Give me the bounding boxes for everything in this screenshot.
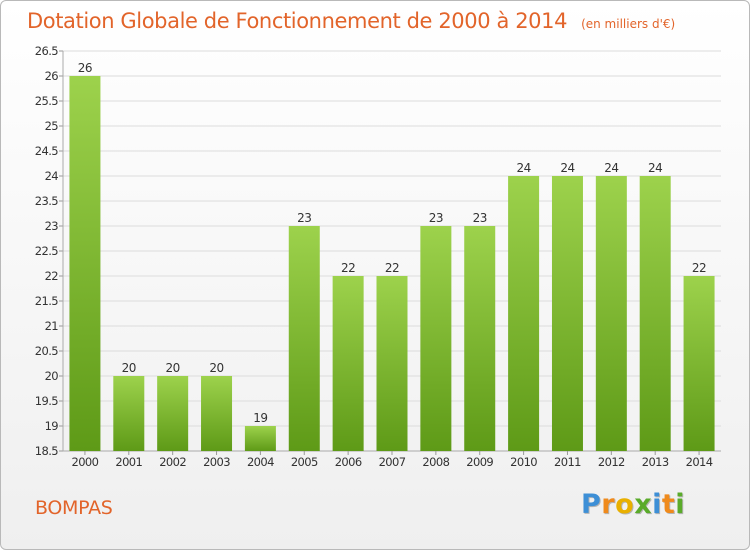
x-tick-label: 2005 [291, 455, 318, 469]
y-tick-label: 26 [45, 69, 59, 83]
bar-2014 [683, 276, 715, 451]
x-tick-label: 2010 [510, 455, 537, 469]
y-tick-label: 21 [45, 319, 59, 333]
logo-letter: o [615, 489, 635, 520]
chart-title: Dotation Globale de Fonctionnement de 20… [27, 9, 675, 33]
bar-2003 [201, 376, 233, 451]
y-tick-label: 26.5 [35, 44, 58, 58]
y-tick-label: 20.5 [35, 344, 58, 358]
data-label-2002: 20 [166, 361, 180, 375]
bar-2004 [244, 426, 276, 451]
title-unit: (en milliers d'€) [581, 17, 676, 31]
bar-2002 [157, 376, 189, 451]
bar-2000 [69, 76, 101, 451]
logo-letter: i [652, 489, 662, 520]
commune-name: BOMPAS [35, 497, 113, 519]
logo-letter: r [601, 489, 616, 520]
data-labels: 26 20 20 20 19 23 22 22 23 23 24 24 24 24 22 [78, 61, 707, 425]
x-tick-label: 2014 [686, 455, 713, 469]
y-tick-label: 20 [45, 369, 59, 383]
data-label-2011: 24 [560, 161, 574, 175]
y-tick-label: 19 [45, 419, 59, 433]
x-tick-label: 2006 [335, 455, 362, 469]
data-label-2010: 24 [516, 161, 530, 175]
y-tick-label: 23.5 [35, 194, 58, 208]
logo-letter: P [581, 489, 602, 520]
y-tick-label: 21.5 [35, 294, 58, 308]
y-tick-label: 24.5 [35, 144, 58, 158]
data-label-2007: 22 [385, 261, 399, 275]
bar-2011 [551, 176, 583, 451]
y-tick-label: 24 [45, 169, 59, 183]
title-main: Dotation Globale de Fonctionnement de 20… [27, 9, 568, 33]
data-label-2000: 26 [78, 61, 92, 75]
y-tick-label: 18.5 [35, 444, 58, 458]
x-tick-label: 2008 [422, 455, 449, 469]
x-tick-label: 2011 [554, 455, 581, 469]
y-tick-label: 22.5 [35, 244, 58, 258]
data-label-2003: 20 [209, 361, 223, 375]
y-tick-label: 22 [45, 269, 59, 283]
data-label-2012: 24 [604, 161, 618, 175]
x-tick-label: 2003 [203, 455, 230, 469]
x-tick-label: 2000 [71, 455, 98, 469]
data-label-2009: 23 [473, 211, 487, 225]
bar-2007 [376, 276, 408, 451]
bar-2001 [113, 376, 145, 451]
x-tick-label: 2007 [379, 455, 406, 469]
bar-2013 [639, 176, 671, 451]
data-label-2008: 23 [429, 211, 443, 225]
data-label-2005: 23 [297, 211, 311, 225]
y-tick-label: 25.5 [35, 94, 58, 108]
bar-2006 [332, 276, 364, 451]
proxiti-logo: Proxiti [581, 489, 685, 520]
y-tick-label: 19.5 [35, 394, 58, 408]
data-label-2001: 20 [122, 361, 136, 375]
y-tick-label: 25 [45, 119, 59, 133]
bar-2009 [464, 226, 496, 451]
data-label-2013: 24 [648, 161, 662, 175]
y-tick-label: 23 [45, 219, 59, 233]
logo-letter: x [634, 489, 653, 520]
y-tick-labels: 18.5 19 19.5 20 20.5 21 21.5 22 22.5 23 23.5 24 24.5… [35, 44, 59, 458]
x-tick-label: 2009 [466, 455, 493, 469]
x-tick-label: 2001 [115, 455, 142, 469]
x-tick-label: 2013 [642, 455, 669, 469]
data-label-2014: 22 [692, 261, 706, 275]
x-tick-labels: 2000 2001 2002 2003 2004 2005 2006 2007 2008 2009… [71, 451, 713, 469]
bar-2005 [288, 226, 320, 451]
bar-2008 [420, 226, 452, 451]
data-label-2004: 19 [253, 411, 267, 425]
bars [69, 76, 715, 451]
logo-letter: t [661, 489, 676, 520]
bar-2012 [595, 176, 627, 451]
x-tick-label: 2012 [598, 455, 625, 469]
logo-letter: i [675, 489, 686, 520]
bar-2010 [508, 176, 540, 451]
x-tick-label: 2002 [159, 455, 186, 469]
data-label-2006: 22 [341, 261, 355, 275]
x-tick-label: 2004 [247, 455, 274, 469]
